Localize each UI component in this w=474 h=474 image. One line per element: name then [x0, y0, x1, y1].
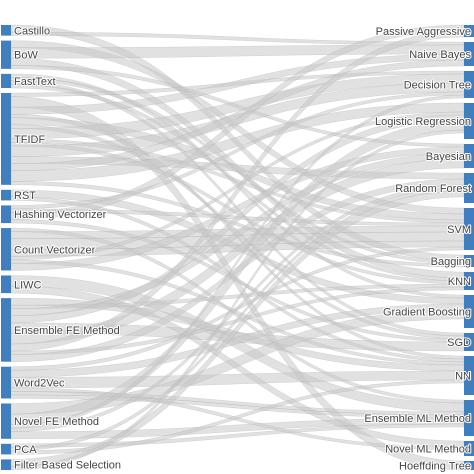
- source-node[interactable]: [1, 403, 11, 439]
- target-node[interactable]: [464, 25, 474, 37]
- target-node[interactable]: [464, 208, 474, 250]
- target-node-label: Random Forest: [395, 183, 471, 195]
- sankey-links: [10, 24, 465, 471]
- source-node-label: RST: [14, 190, 36, 202]
- target-node[interactable]: [464, 103, 474, 139]
- source-node-label: Count Vectorizer: [14, 244, 96, 256]
- target-node-label: SGD: [447, 337, 471, 349]
- source-node[interactable]: [1, 205, 11, 224]
- source-node-label: Filter Based Selection: [14, 460, 121, 472]
- target-node-label: Novel ML Method: [385, 444, 471, 456]
- target-node[interactable]: [464, 173, 474, 203]
- source-node[interactable]: [1, 443, 11, 455]
- target-node[interactable]: [464, 333, 474, 351]
- source-node-label: Word2Vec: [14, 378, 65, 390]
- source-node-label: FastText: [14, 76, 56, 88]
- source-node[interactable]: [1, 25, 11, 36]
- source-node[interactable]: [1, 459, 11, 470]
- source-node-label: TFIDF: [14, 134, 45, 146]
- target-node-label: NN: [455, 371, 471, 383]
- target-node-label: Naive Bayes: [409, 49, 471, 61]
- target-node-label: Ensemble ML Method: [364, 413, 471, 425]
- target-node[interactable]: [464, 255, 474, 267]
- target-node[interactable]: [464, 400, 474, 436]
- source-node[interactable]: [1, 228, 11, 271]
- source-node-label: LIWC: [14, 279, 42, 291]
- source-node[interactable]: [1, 275, 11, 294]
- sankey-nodes: [1, 25, 474, 470]
- source-node[interactable]: [1, 73, 11, 88]
- source-node[interactable]: [1, 92, 11, 185]
- target-node-label: Logistic Regression: [375, 116, 471, 128]
- source-node-label: Castillo: [14, 25, 50, 37]
- target-node[interactable]: [464, 272, 474, 290]
- target-node[interactable]: [464, 356, 474, 395]
- target-node-label: KNN: [448, 276, 471, 288]
- source-node-label: PCA: [14, 444, 37, 456]
- target-node[interactable]: [464, 295, 474, 328]
- target-node-label: Gradient Boosting: [383, 307, 471, 319]
- target-node[interactable]: [464, 144, 474, 168]
- sankey-labels: Castillo BoW FastText TFIDF RST Hashing Vecto…: [13, 24, 472, 473]
- target-node-label: Passive Aggressive: [376, 26, 471, 38]
- source-node[interactable]: [1, 298, 11, 362]
- source-node-label: Novel FE Method: [14, 416, 99, 428]
- target-node-label: Hoeffding Tree: [399, 461, 471, 473]
- source-node-label: BoW: [14, 50, 38, 62]
- target-node-label: Bayesian: [426, 151, 471, 163]
- target-node[interactable]: [464, 42, 474, 66]
- target-node[interactable]: [464, 71, 474, 98]
- source-node-label: Hashing Vectorizer: [14, 209, 107, 221]
- target-node[interactable]: [464, 461, 474, 470]
- source-node-label: Ensemble FE Method: [14, 325, 120, 337]
- source-node[interactable]: [1, 366, 11, 399]
- target-node-label: SVM: [447, 224, 471, 236]
- target-node[interactable]: [464, 441, 474, 456]
- target-node-label: Bagging: [431, 256, 471, 268]
- source-node[interactable]: [1, 189, 11, 201]
- source-node[interactable]: [1, 40, 11, 69]
- target-node-label: Decision Tree: [404, 80, 471, 92]
